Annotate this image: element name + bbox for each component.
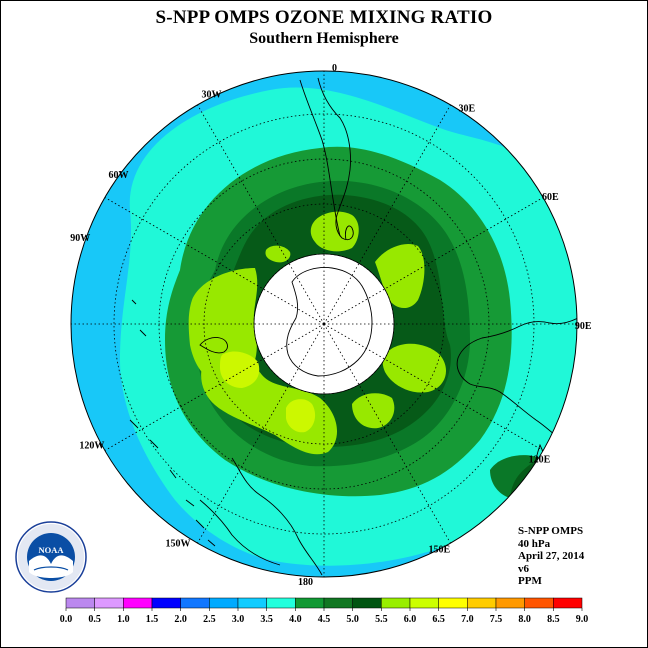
colorbar-cell <box>524 597 554 609</box>
colorbar-cell <box>266 597 296 609</box>
longitude-label: 150E <box>429 545 451 556</box>
map-subtitle: Southern Hemisphere <box>249 30 399 47</box>
info-units: PPM <box>518 575 542 588</box>
map-boundary <box>70 70 578 578</box>
colorbar-tick-label: 5.5 <box>375 614 388 625</box>
band-5-5-patch <box>375 243 425 309</box>
map-title: S-NPP OMPS OZONE MIXING RATIO <box>155 7 493 28</box>
colorbar-tick-label: 6.0 <box>404 614 417 625</box>
colorbar-tick-label: 2.0 <box>174 614 187 625</box>
colorbar-tick-label: 1.0 <box>117 614 130 625</box>
colorbar-cell <box>553 597 583 609</box>
band-5-5-patch <box>265 245 291 263</box>
colorbar-tick-label: 4.5 <box>318 614 331 625</box>
latitude-circle <box>253 253 395 395</box>
colorbar-tick-label: 6.5 <box>432 614 445 625</box>
colorbar-cell <box>123 597 153 609</box>
info-version: v6 <box>518 562 529 575</box>
colorbar: 0.0 0.5 1.0 1.5 2.0 2.5 3.0 3.5 4.0 4.5 5.0 5.5 6.0 6… <box>60 597 589 625</box>
colorbar-tick-label: 4.0 <box>289 614 302 625</box>
colorbar-tick-label: 3.5 <box>260 614 273 625</box>
longitude-label: 90E <box>575 321 592 332</box>
info-instrument: S-NPP OMPS <box>518 525 584 537</box>
south-america-coast-west <box>299 79 341 237</box>
colorbar-cell <box>151 597 181 609</box>
longitude-labels: 90W 60W 30W 0 30E 60E 90E 120E 150E 180 150W 120W <box>70 63 592 588</box>
south-america-coast <box>317 77 354 241</box>
longitude-label: 90W <box>70 233 90 244</box>
longitude-label: 60W <box>108 170 128 181</box>
colorbar-tick-label: 8.0 <box>518 614 531 625</box>
info-panel: S-NPP OMPS 40 hPa April 27, 2014 v6 PPM <box>518 525 584 588</box>
band-5-5-patch <box>310 211 359 252</box>
colorbar-tick-label: 1.5 <box>146 614 159 625</box>
longitude-label: 30W <box>202 89 222 100</box>
colorbar-cell <box>352 597 382 609</box>
noaa-logo: NOAA <box>15 521 87 593</box>
colorbar-cell <box>467 597 497 609</box>
longitude-label: 120E <box>529 455 551 466</box>
info-level: 40 hPa <box>518 537 551 550</box>
antarctica-coast-inner <box>286 267 373 377</box>
colorbar-tick-label: 7.5 <box>490 614 503 625</box>
pole-marker <box>322 322 326 326</box>
colorbar-tick-label: 3.0 <box>232 614 245 625</box>
colorbar-tick-label: 9.0 <box>576 614 589 625</box>
islands <box>129 299 216 547</box>
colorbar-cell <box>65 597 95 609</box>
info-date: April 27, 2014 <box>518 550 585 563</box>
longitude-label: 120W <box>79 441 104 452</box>
band-6-0-patch <box>286 399 316 433</box>
colorbar-tick-label: 7.0 <box>461 614 474 625</box>
colorbar-cell <box>94 597 124 609</box>
australia-coast-b <box>199 499 281 566</box>
colorbar-tick-label: 8.5 <box>547 614 560 625</box>
colorbar-tick-label: 5.0 <box>346 614 359 625</box>
logo-text: NOAA <box>38 545 64 555</box>
australia-coast <box>231 457 323 576</box>
colorbar-cell <box>438 597 468 609</box>
longitude-label: 150W <box>166 539 191 550</box>
colorbar-cell <box>180 597 210 609</box>
colorbar-cell <box>495 597 525 609</box>
colorbar-cell <box>323 597 353 609</box>
colorbar-tick-label: 0.0 <box>60 614 73 625</box>
colorbar-tick-label: 0.5 <box>88 614 101 625</box>
colorbar-cell <box>295 597 325 609</box>
colorbar-cell <box>209 597 239 609</box>
longitude-label: 0 <box>332 63 337 74</box>
band-6-0-patch <box>220 351 260 388</box>
new-zealand-coast <box>199 337 228 354</box>
band-5-5-patch <box>352 393 395 429</box>
logo-wave-lines <box>33 566 69 571</box>
colorbar-cell <box>409 597 439 609</box>
band-4-5-patch <box>490 455 540 498</box>
colorbar-cell <box>237 597 267 609</box>
band-5-5-patch <box>382 343 447 393</box>
longitude-label: 30E <box>459 103 476 114</box>
longitude-label: 60E <box>542 192 559 203</box>
longitude-label: 180 <box>298 577 313 588</box>
colorbar-tick-label: 2.5 <box>203 614 216 625</box>
latitude-circle <box>113 113 535 535</box>
colorbar-cell <box>381 597 411 609</box>
graticule <box>71 71 577 577</box>
africa-coast <box>456 317 577 453</box>
